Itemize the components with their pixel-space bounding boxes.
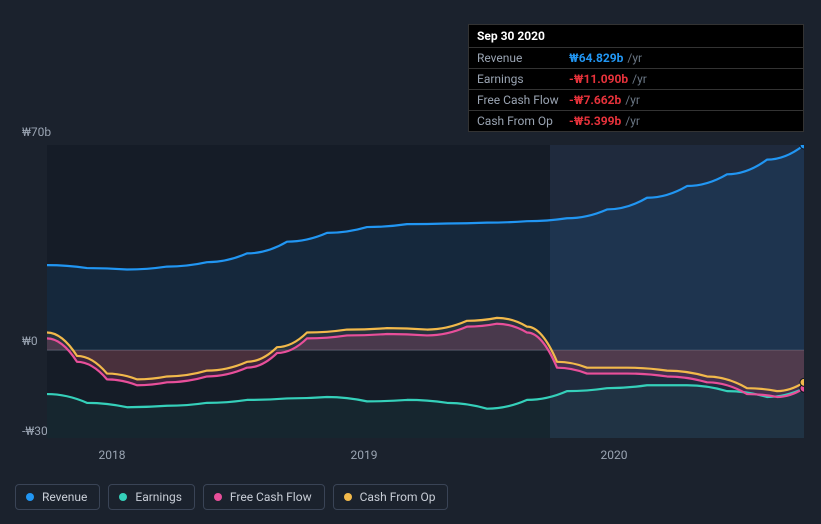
tooltip-label: Cash From Op — [477, 114, 569, 128]
y-axis-label: ₩70b — [22, 125, 51, 139]
legend: Revenue Earnings Free Cash Flow Cash From O… — [15, 484, 448, 510]
tooltip-date: Sep 30 2020 — [469, 25, 803, 48]
chart-svg — [47, 145, 804, 438]
legend-item[interactable]: Free Cash Flow — [203, 484, 325, 510]
legend-label: Free Cash Flow — [230, 490, 312, 504]
legend-dot — [119, 493, 127, 501]
legend-label: Revenue — [42, 490, 87, 504]
legend-label: Cash From Op — [360, 490, 436, 504]
legend-dot — [214, 493, 222, 501]
tooltip: Sep 30 2020 Revenue₩64.829b/yrEarnings-₩… — [468, 24, 804, 132]
x-axis-label: 2019 — [351, 448, 378, 462]
tooltip-row: Cash From Op-₩5.399b/yr — [469, 111, 803, 131]
y-axis-label: ₩0 — [22, 334, 38, 348]
tooltip-value: ₩64.829b — [569, 51, 623, 65]
legend-label: Earnings — [135, 490, 182, 504]
tooltip-label: Free Cash Flow — [477, 93, 569, 107]
tooltip-unit: /yr — [632, 72, 647, 86]
tooltip-unit: /yr — [625, 93, 640, 107]
tooltip-value: -₩5.399b — [569, 114, 621, 128]
tooltip-label: Earnings — [477, 72, 569, 86]
x-axis-label: 2020 — [601, 448, 628, 462]
tooltip-row: Earnings-₩11.090b/yr — [469, 69, 803, 90]
tooltip-label: Revenue — [477, 51, 569, 65]
tooltip-value: -₩11.090b — [569, 72, 628, 86]
x-axis-label: 2018 — [99, 448, 126, 462]
chart-plot — [47, 145, 804, 438]
tooltip-unit: /yr — [625, 114, 640, 128]
tooltip-unit: /yr — [627, 51, 642, 65]
legend-dot — [26, 493, 34, 501]
legend-dot — [344, 493, 352, 501]
tooltip-row: Revenue₩64.829b/yr — [469, 48, 803, 69]
legend-item[interactable]: Earnings — [108, 484, 195, 510]
legend-item[interactable]: Cash From Op — [333, 484, 449, 510]
tooltip-row: Free Cash Flow-₩7.662b/yr — [469, 90, 803, 111]
legend-item[interactable]: Revenue — [15, 484, 100, 510]
tooltip-value: -₩7.662b — [569, 93, 621, 107]
